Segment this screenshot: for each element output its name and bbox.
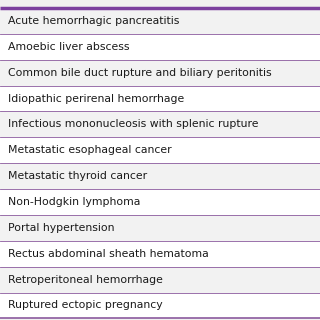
Bar: [0, 189, 320, 215]
Bar: [0, 8, 320, 34]
Bar: [0, 215, 320, 241]
Text: Infectious mononucleosis with splenic rupture: Infectious mononucleosis with splenic ru…: [8, 119, 259, 129]
Bar: [0, 111, 320, 137]
Text: Acute hemorrhagic pancreatitis: Acute hemorrhagic pancreatitis: [8, 16, 180, 26]
Text: Amoebic liver abscess: Amoebic liver abscess: [8, 42, 130, 52]
Bar: [0, 34, 320, 60]
Text: Rectus abdominal sheath hematoma: Rectus abdominal sheath hematoma: [8, 249, 209, 259]
Bar: [0, 163, 320, 189]
Bar: [0, 137, 320, 163]
Bar: [0, 86, 320, 111]
Text: Non-Hodgkin lymphoma: Non-Hodgkin lymphoma: [8, 197, 140, 207]
Text: Idiopathic perirenal hemorrhage: Idiopathic perirenal hemorrhage: [8, 93, 184, 104]
Bar: [0, 241, 320, 267]
Text: Metastatic thyroid cancer: Metastatic thyroid cancer: [8, 171, 147, 181]
Bar: [0, 267, 320, 292]
Bar: [0, 60, 320, 85]
Text: Metastatic esophageal cancer: Metastatic esophageal cancer: [8, 145, 172, 155]
Text: Portal hypertension: Portal hypertension: [8, 223, 115, 233]
Text: Common bile duct rupture and biliary peritonitis: Common bile duct rupture and biliary per…: [8, 68, 272, 78]
Bar: [0, 292, 320, 318]
Text: Ruptured ectopic pregnancy: Ruptured ectopic pregnancy: [8, 300, 163, 310]
Text: Retroperitoneal hemorrhage: Retroperitoneal hemorrhage: [8, 275, 163, 284]
